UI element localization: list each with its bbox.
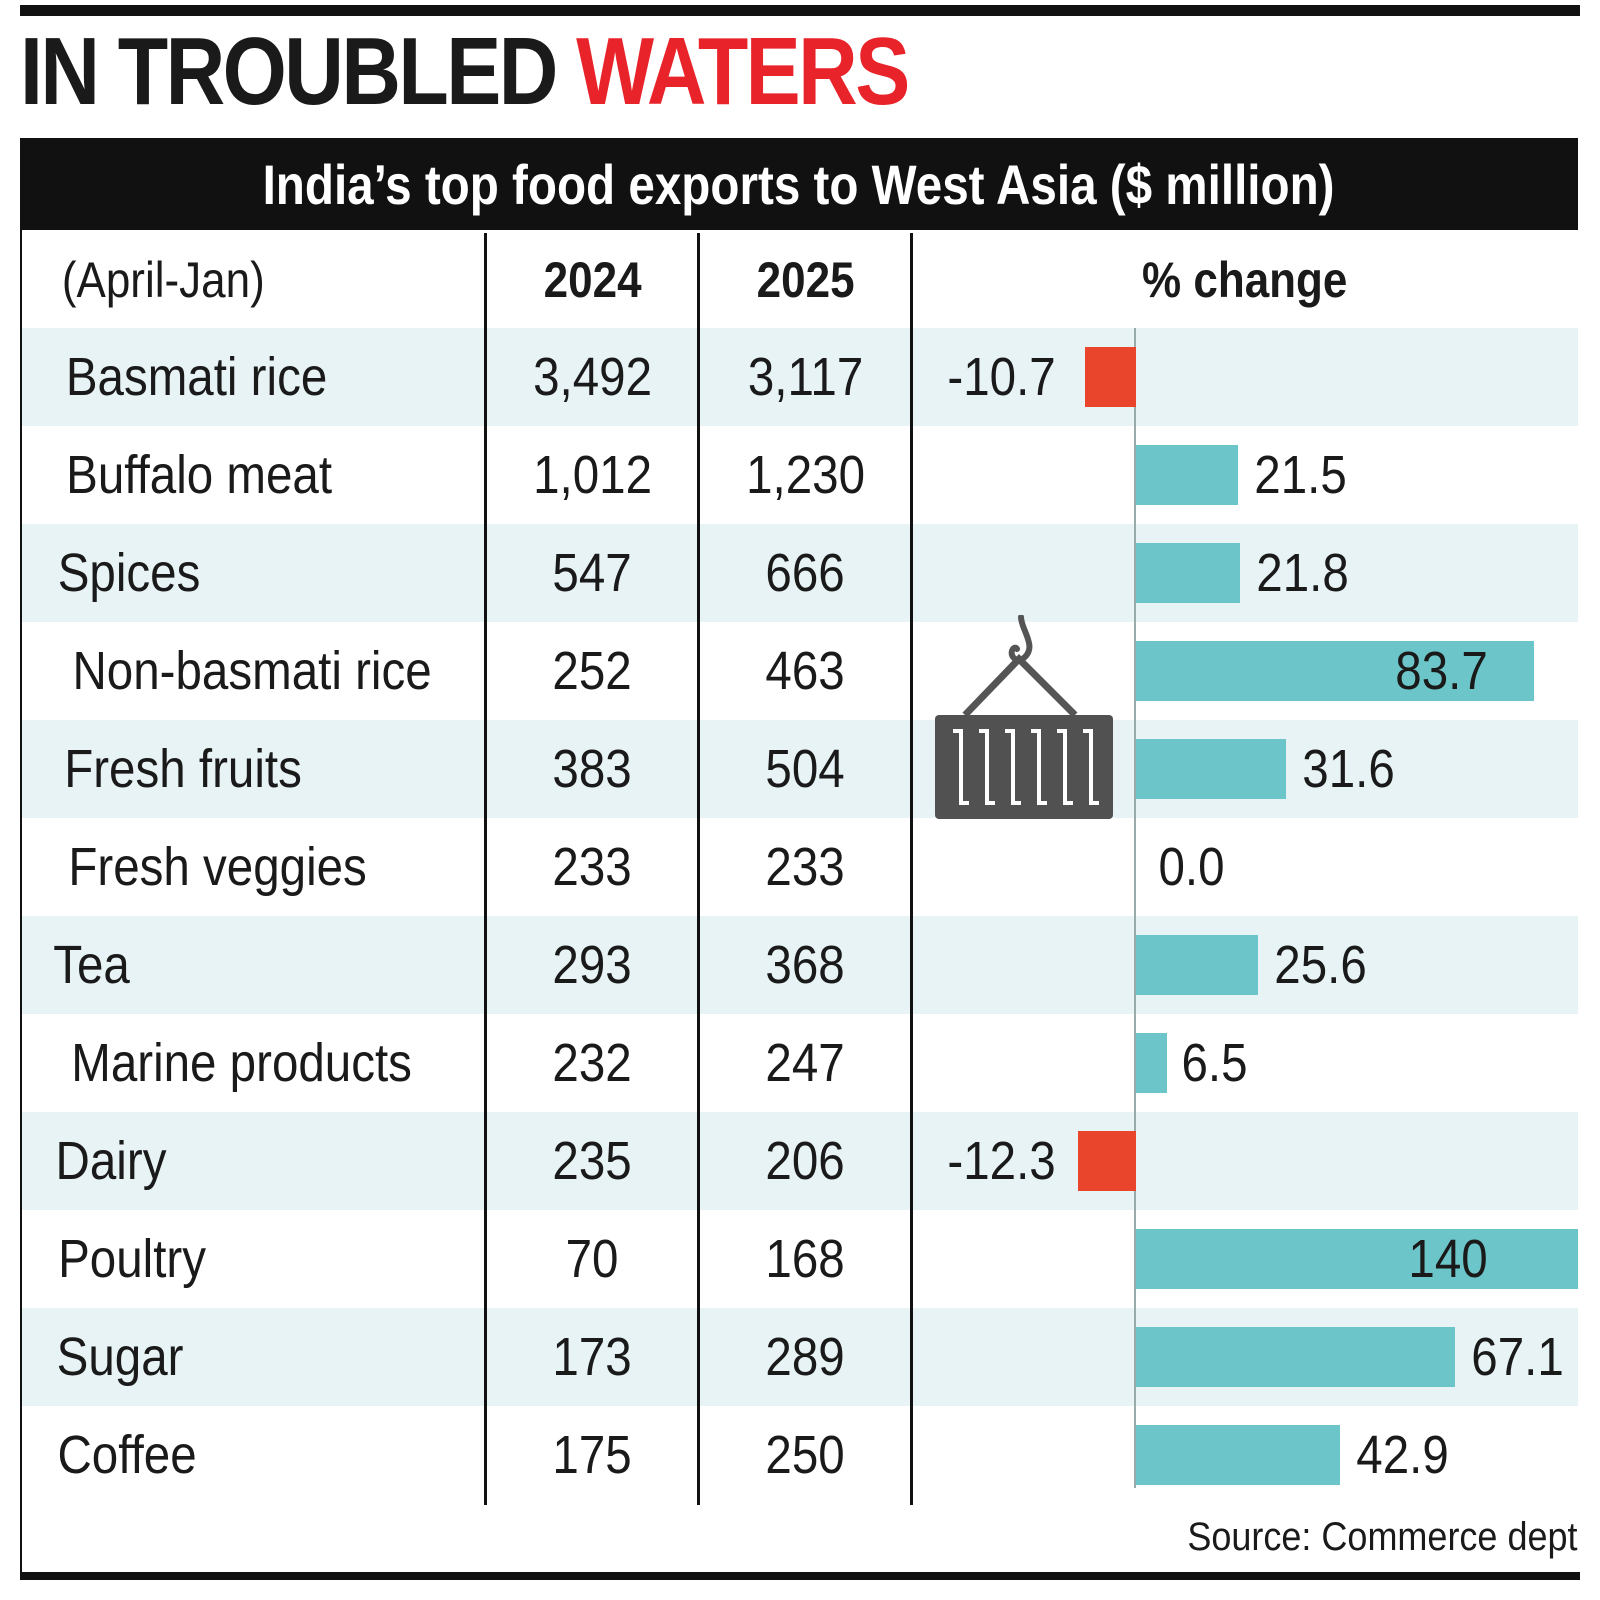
table-row: Tea 293 368 [22,916,1578,1014]
top-rule [20,5,1580,16]
change-label: 31.6 [1302,739,1395,799]
table-row: Basmati rice 3,492 3,117 [22,328,1578,426]
table-row: Dairy 235 206 [22,1112,1578,1210]
table-row: Poultry 70 168 [22,1210,1578,1308]
item-name: Fresh veggies [68,837,367,897]
value-2025: 368 [765,935,846,995]
value-2025: 250 [765,1425,846,1485]
value-2025: 666 [765,543,846,603]
change-label: 67.1 [1471,1327,1564,1387]
item-name: Poultry [58,1229,206,1289]
value-2024: 1,012 [533,445,652,505]
zero-axis [1134,328,1136,1488]
value-2025: 504 [765,739,846,799]
left-border [20,138,22,1578]
change-label: 21.8 [1255,543,1349,603]
increase-bar [1136,1229,1578,1289]
subtitle-band: India’s top food exports to West Asia ($… [20,138,1578,230]
change-label: -12.3 [947,1131,1056,1191]
decrease-bar [1085,347,1136,407]
header-pct-change: % change [1142,252,1348,308]
increase-bar [1136,1033,1167,1093]
change-label: 21.5 [1254,445,1347,505]
value-2024: 383 [552,739,633,799]
change-label: 42.9 [1356,1425,1449,1485]
item-name: Sugar [56,1327,184,1387]
value-2024: 232 [552,1033,633,1093]
bottom-rule [20,1572,1580,1580]
item-name: Basmati rice [65,347,328,407]
item-name: Marine products [71,1033,412,1093]
value-2024: 233 [552,837,633,897]
value-2024: 173 [552,1327,633,1387]
value-2025: 1,230 [746,445,865,505]
increase-bar [1136,445,1239,505]
table-row: Fresh veggies 233 233 [22,818,1578,916]
value-2024: 70 [566,1229,619,1289]
increase-bar [1136,1425,1340,1485]
source-note: Source: Commerce dept [1187,1515,1578,1559]
increase-bar [1136,641,1534,701]
change-label: -10.7 [947,347,1056,407]
table-row: Fresh fruits 383 504 [22,720,1578,818]
table-row: Sugar 173 289 [22,1308,1578,1406]
header-2025: 2025 [756,252,855,308]
item-name: Tea [53,935,130,995]
value-2025: 206 [765,1131,846,1191]
change-label: 140 [1408,1229,1488,1289]
value-2025: 168 [765,1229,846,1289]
change-label: 6.5 [1181,1033,1248,1093]
table-row: Spices 547 666 [22,524,1578,622]
value-2025: 289 [765,1327,846,1387]
value-2025: 3,117 [747,347,864,407]
item-name: Spices [57,543,201,603]
increase-bar [1136,543,1240,603]
table-row: Marine products 232 247 [22,1014,1578,1112]
item-name: Non-basmati rice [72,641,432,701]
change-label: 0.0 [1158,837,1225,897]
item-name: Dairy [55,1131,167,1191]
headline-red: WATERS [576,18,910,125]
hanging-cargo-container-icon [935,615,1113,819]
value-2025: 233 [765,837,846,897]
header-period: (April-Jan) [61,252,265,308]
increase-bar [1136,935,1258,995]
value-2024: 235 [552,1131,633,1191]
value-2024: 175 [552,1425,633,1485]
increase-bar [1136,739,1287,799]
headline-black: IN TROUBLED [20,18,558,125]
column-divider [484,233,487,1505]
table-row: Coffee 175 250 [22,1406,1578,1504]
column-divider [910,233,913,1505]
value-2025: 247 [765,1033,846,1093]
value-2024: 3,492 [533,347,652,407]
decrease-bar [1077,1131,1136,1191]
value-2025: 463 [765,641,846,701]
item-name: Coffee [57,1425,197,1485]
change-label: 25.6 [1273,935,1367,995]
value-2024: 293 [552,935,633,995]
increase-bar [1136,1327,1455,1387]
value-2024: 252 [552,641,633,701]
header-2024: 2024 [543,252,642,308]
column-divider [697,233,700,1505]
value-2024: 547 [552,543,633,603]
table-row: Non-basmati rice 252 463 [22,622,1578,720]
item-name: Fresh fruits [64,739,302,799]
subtitle: India’s top food exports to West Asia ($… [263,152,1335,216]
headline: IN TROUBLED WATERS [20,22,910,122]
table-row: Buffalo meat 1,012 1,230 [22,426,1578,524]
item-name: Buffalo meat [66,445,333,505]
change-label: 83.7 [1394,641,1488,701]
